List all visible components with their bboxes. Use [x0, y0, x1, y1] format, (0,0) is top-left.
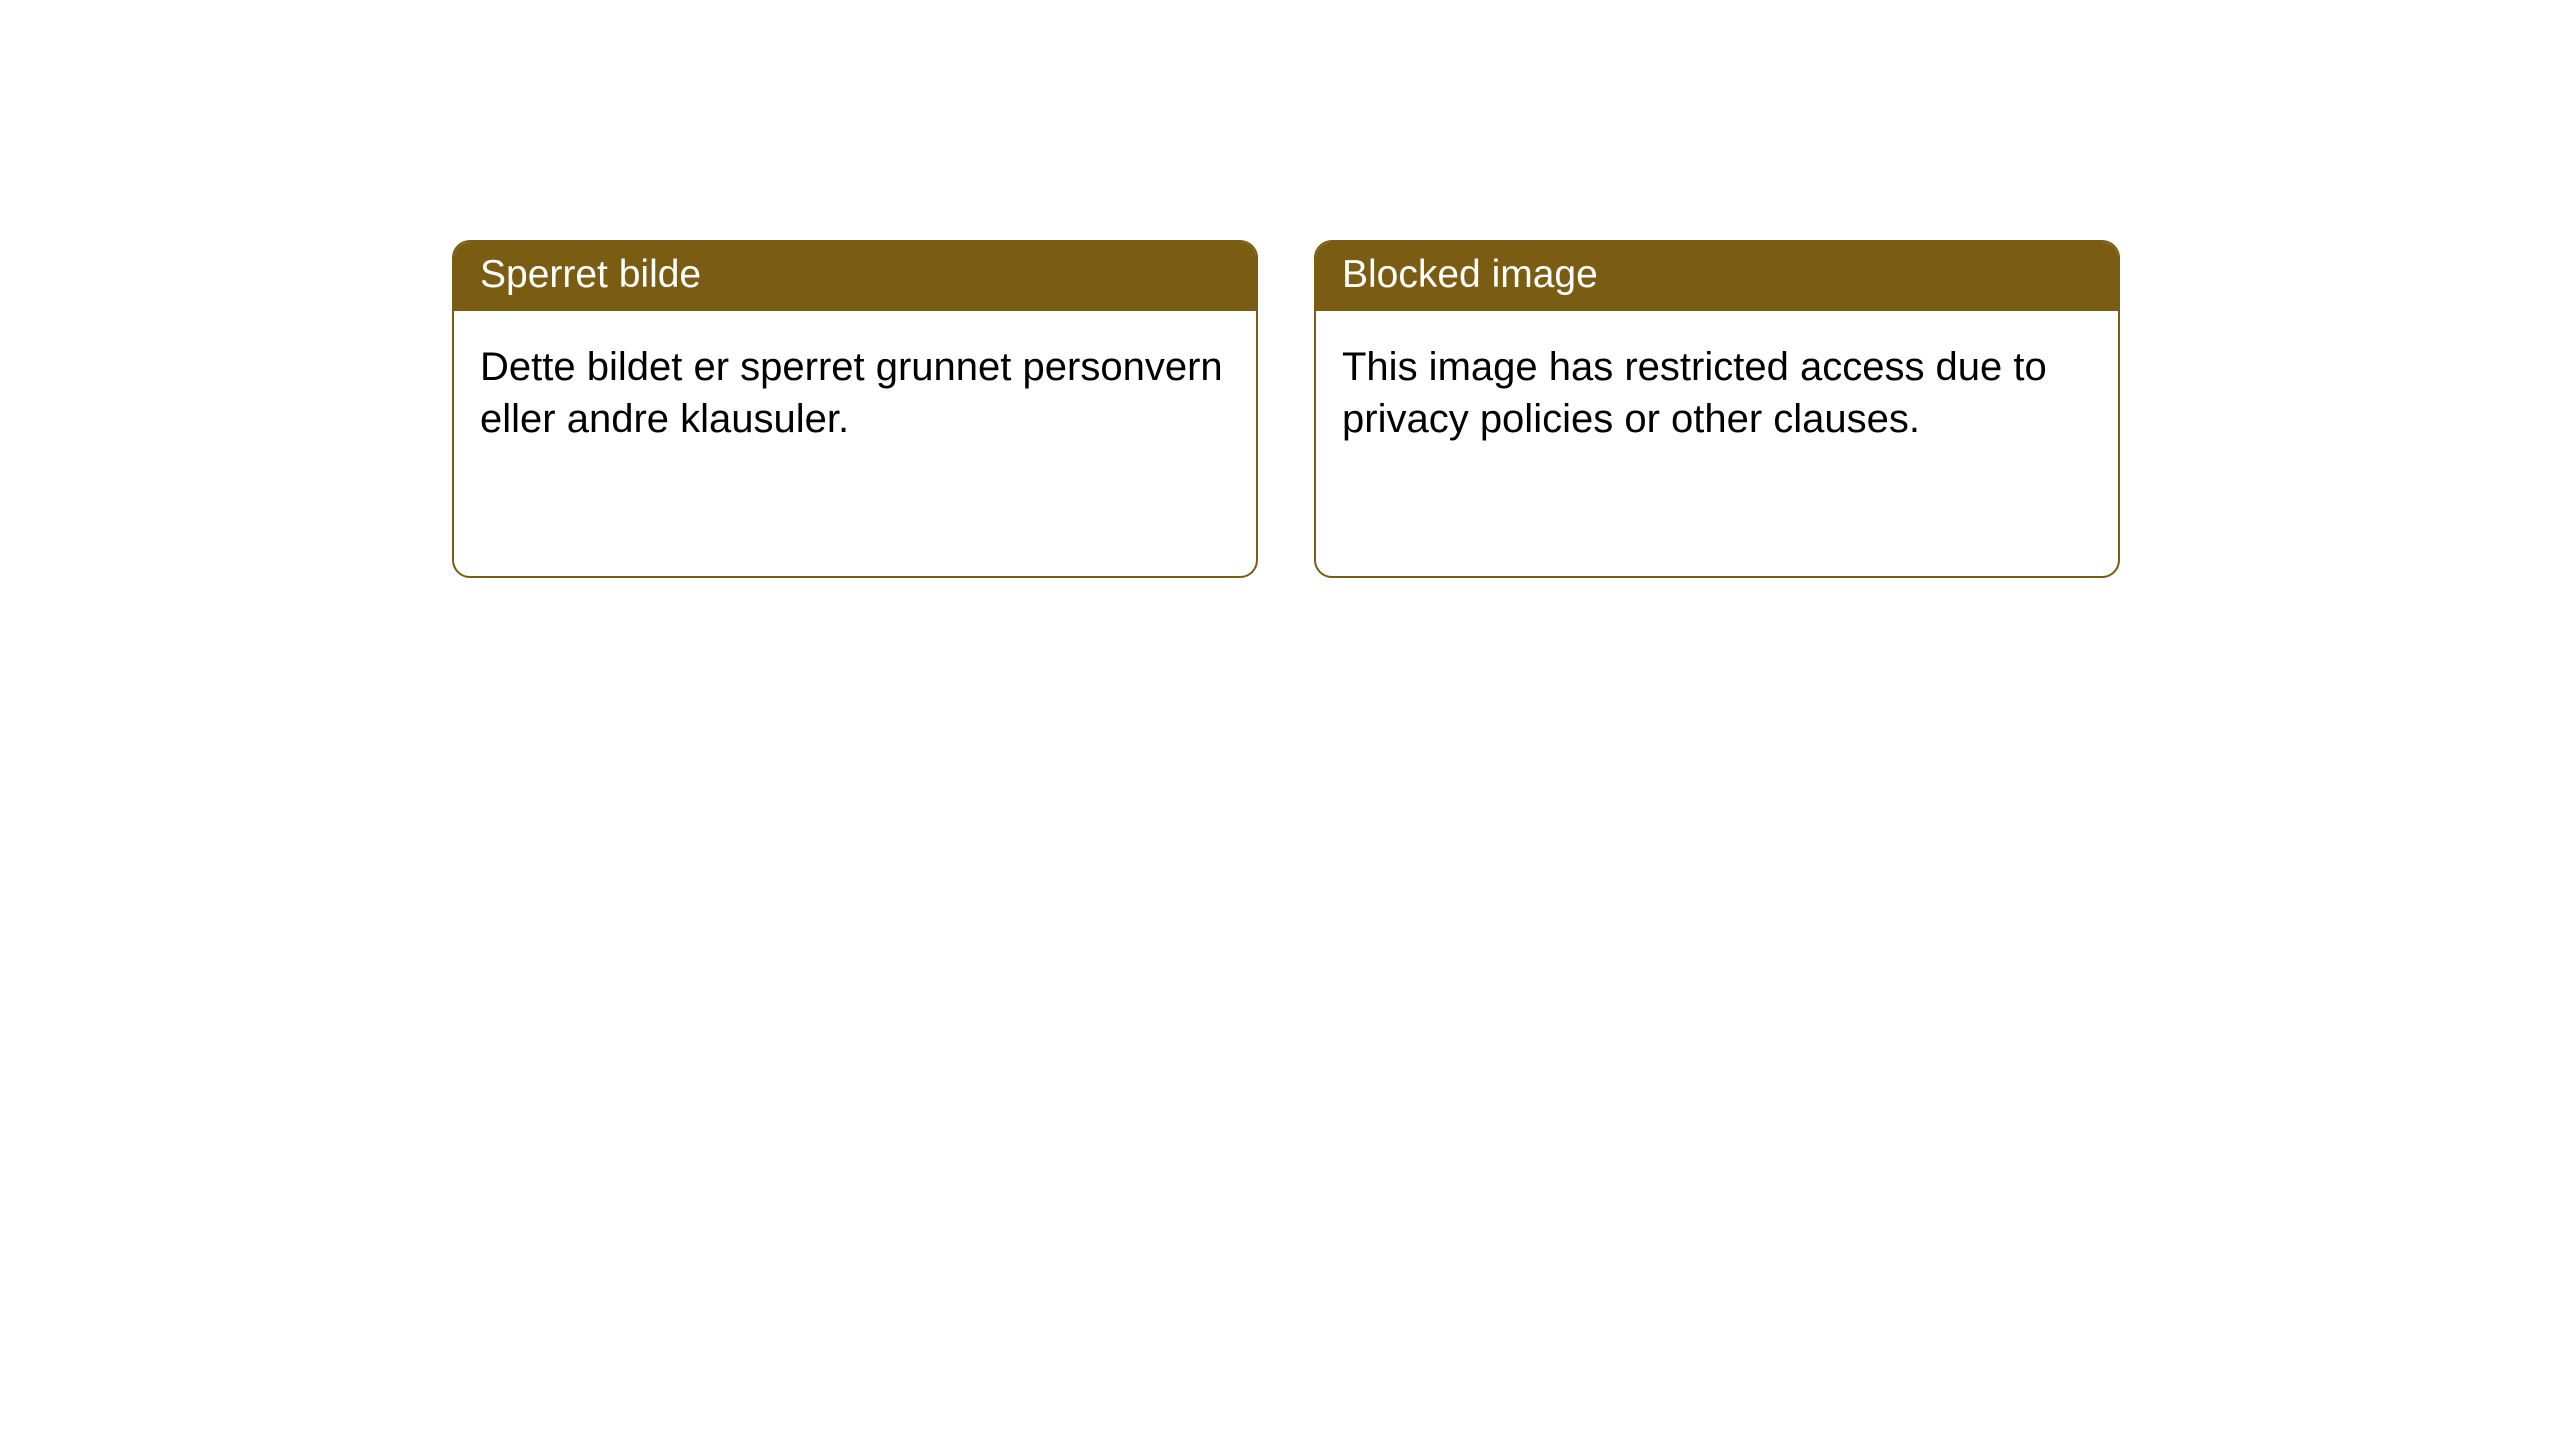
- notice-body-english: This image has restricted access due to …: [1316, 311, 2118, 471]
- notice-container: Sperret bilde Dette bildet er sperret gr…: [452, 240, 2120, 578]
- notice-body-norwegian: Dette bildet er sperret grunnet personve…: [454, 311, 1256, 471]
- notice-card-english: Blocked image This image has restricted …: [1314, 240, 2120, 578]
- notice-header-norwegian: Sperret bilde: [454, 242, 1256, 311]
- notice-header-english: Blocked image: [1316, 242, 2118, 311]
- notice-card-norwegian: Sperret bilde Dette bildet er sperret gr…: [452, 240, 1258, 578]
